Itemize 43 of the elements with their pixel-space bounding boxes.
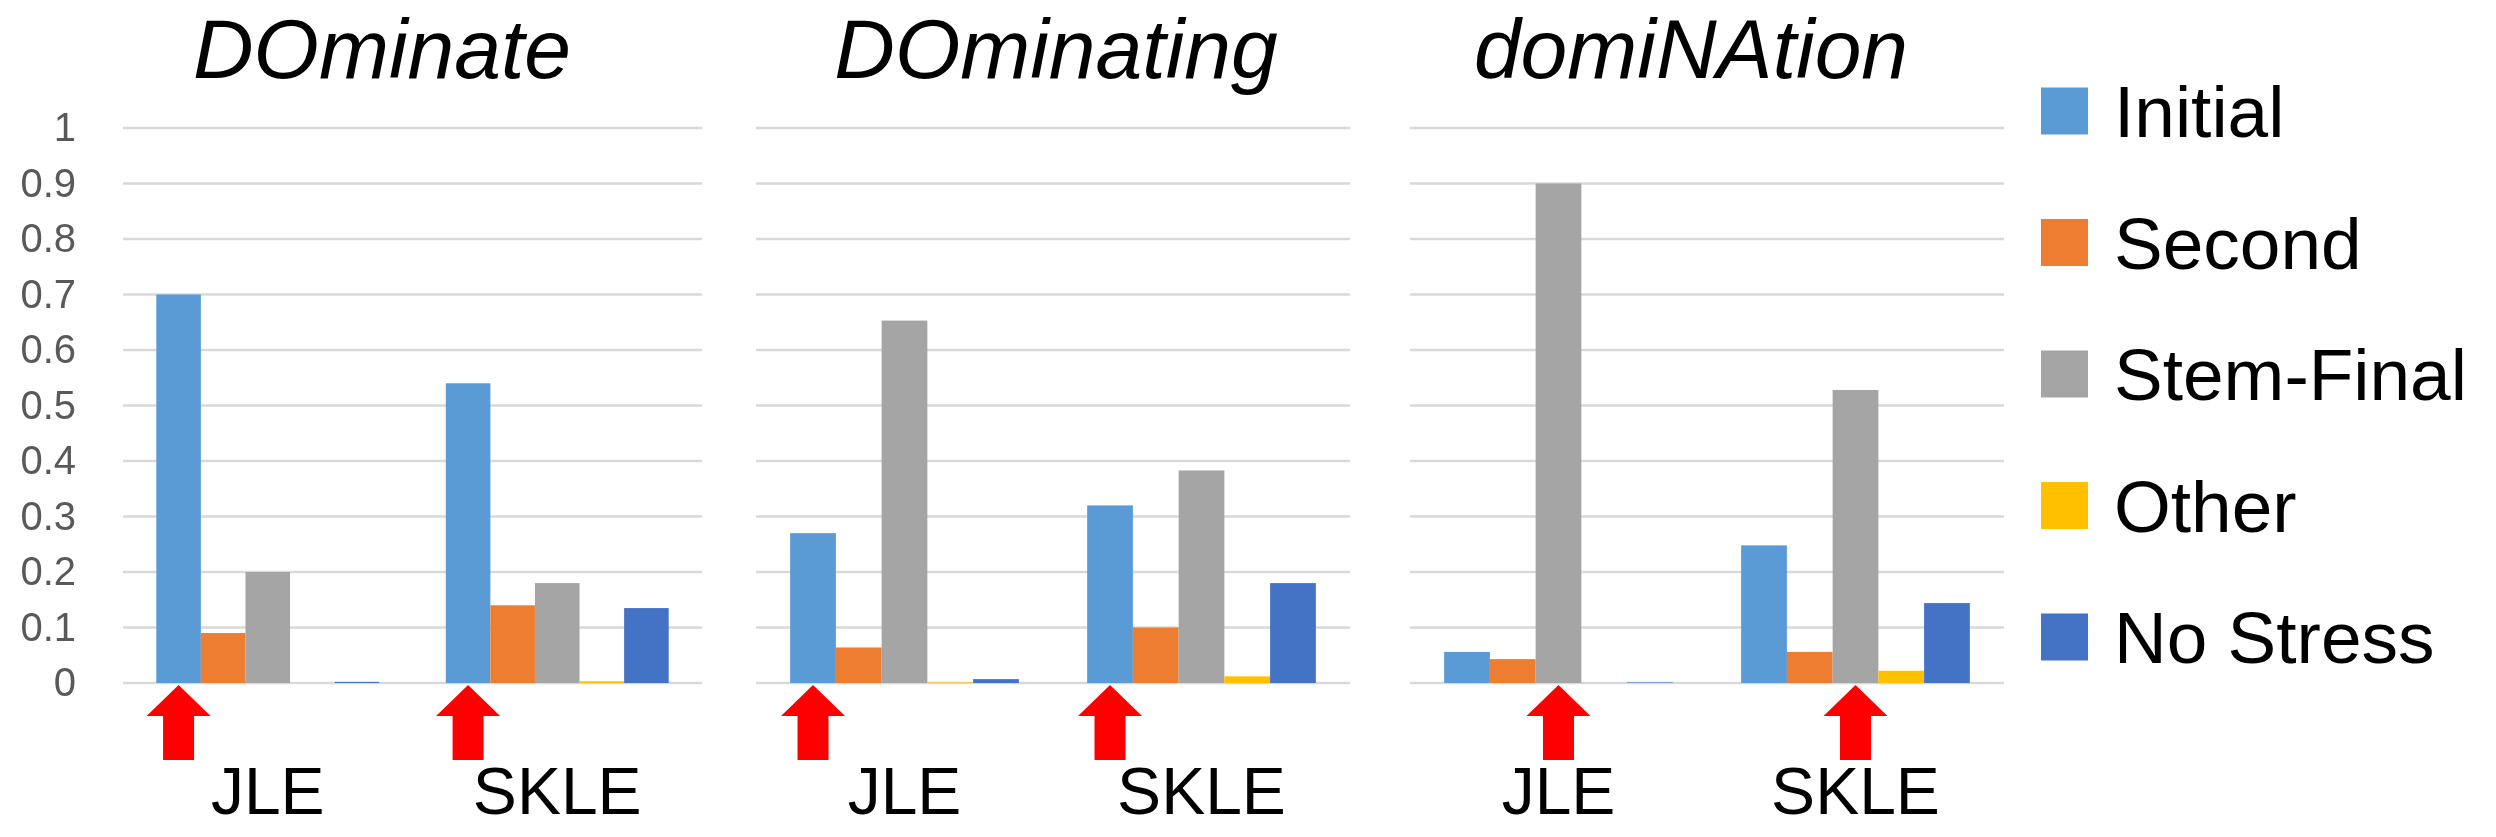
bar [973,679,1019,683]
bar [881,320,928,683]
y-tick-label: 0.4 [20,438,76,483]
bar [1878,670,1925,683]
y-tick-label: 0.2 [20,549,76,594]
bar [1786,651,1833,683]
bar [835,647,882,683]
y-tick-label: 0.8 [20,216,76,261]
bar [1489,659,1536,683]
bar [490,605,535,683]
chart-title: domiNAtion [1473,2,1909,96]
y-tick-label: 0.7 [20,271,76,316]
y-tick-label: 0.6 [20,327,76,372]
x-tick-label: JLE [1501,753,1616,828]
x-tick-label: SKLE [472,753,642,828]
x-tick-label: SKLE [1771,753,1940,828]
y-tick-label: 0.9 [20,160,76,205]
chart-title: DOminating [834,2,1278,96]
chart-title: DOminate [192,2,572,96]
bar [245,572,291,683]
bar [624,608,669,683]
bar [1270,583,1316,683]
legend-label: Second [2114,202,2362,284]
legend-label: No Stress [2114,597,2435,678]
bar [534,583,580,683]
y-tick-label: 0.3 [20,493,76,538]
x-tick-label: JLE [210,753,325,828]
y-tick-label: 0 [53,660,76,705]
bar [1741,545,1787,683]
legend-label: Stem-Final [2114,334,2467,415]
x-tick-label: SKLE [1117,753,1286,828]
bar [1924,603,1970,683]
y-tick-label: 0.1 [20,604,76,649]
bar [1178,470,1225,683]
y-tick-label: 1 [53,105,76,150]
legend-label: Other [2114,465,2297,547]
bar [1132,627,1179,683]
bar [1444,651,1490,683]
bar [200,633,246,683]
legend-label: Initial [2114,71,2285,152]
x-tick-label: JLE [847,753,962,828]
y-tick-label: 0.5 [20,382,76,427]
bar [1224,676,1271,683]
